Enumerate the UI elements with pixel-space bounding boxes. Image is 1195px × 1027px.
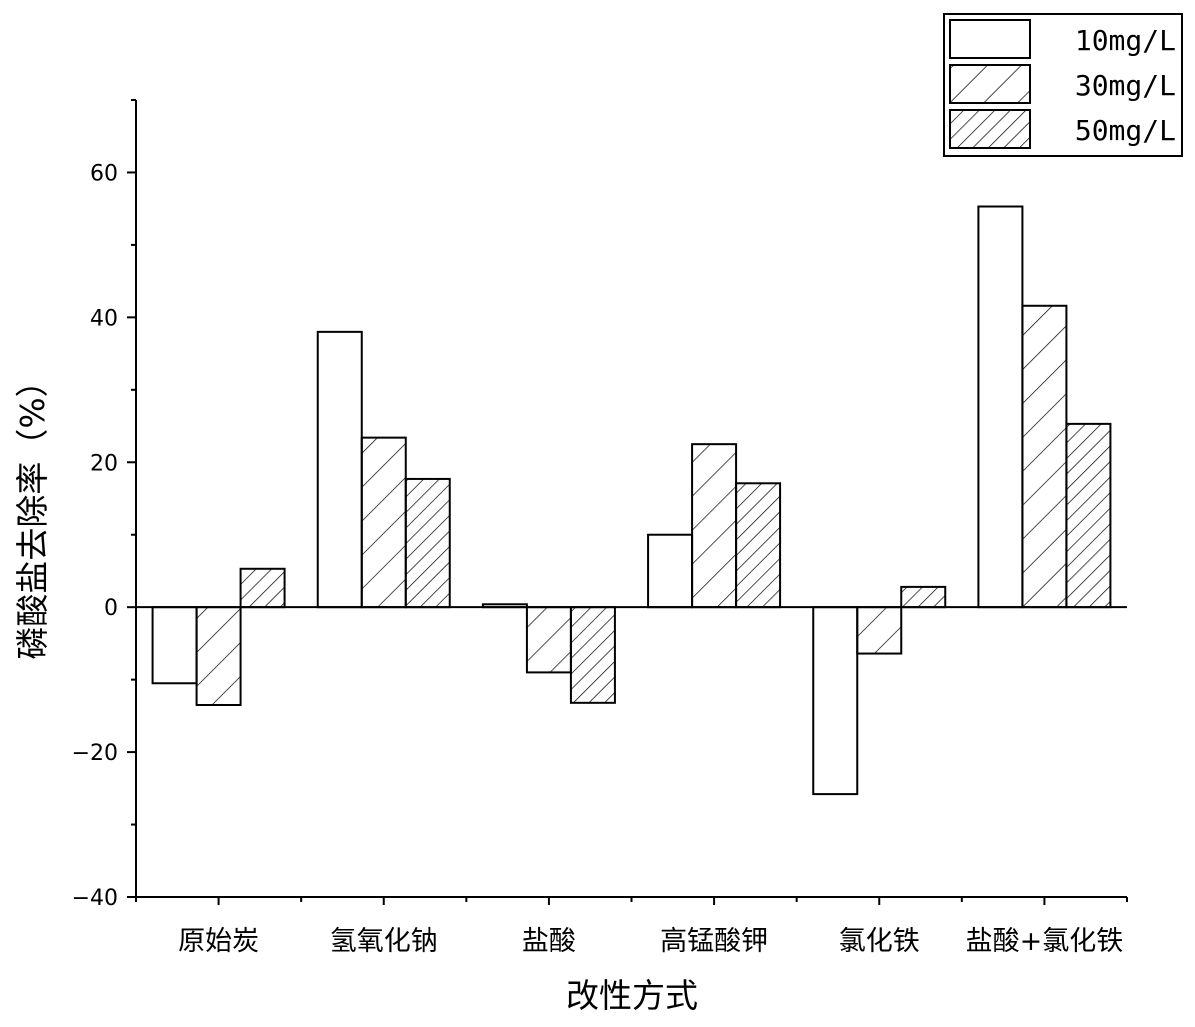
bar-6-series-2 xyxy=(1021,304,1068,609)
x-tick-label: 高锰酸钾 xyxy=(660,926,768,957)
bars-layer xyxy=(151,205,1112,796)
axes-layer: 原始炭 氢氧化钠 盐酸 高锰酸钾 氯化铁 盐酸+氯化铁 −40 −20 0 20 40 60 xyxy=(72,99,1128,957)
x-tick-label: 原始炭 xyxy=(178,926,259,957)
bar-4-series-1 xyxy=(647,533,694,609)
legend-swatch-2 xyxy=(949,64,1031,104)
bar-3-series-3 xyxy=(569,606,616,704)
legend-swatch-1 xyxy=(949,19,1031,59)
x-tick-label: 氯化铁 xyxy=(839,926,920,957)
bar-1-series-3 xyxy=(239,567,286,609)
bar-5-series-1 xyxy=(812,606,859,796)
bar-6-series-3 xyxy=(1065,422,1112,609)
x-tick-label: 氢氧化钠 xyxy=(330,926,438,957)
bar-4-series-2 xyxy=(691,443,738,609)
bar-4-series-3 xyxy=(735,482,782,609)
bar-5-series-2 xyxy=(856,606,903,655)
bar-2-series-2 xyxy=(360,436,407,609)
bar-2-series-3 xyxy=(404,477,451,609)
y-tick-label: 20 xyxy=(90,451,118,476)
bar-1-series-1 xyxy=(151,606,198,685)
y-tick-label: −20 xyxy=(72,741,118,766)
x-axis-title: 改性方式 xyxy=(566,976,698,1015)
bar-5-series-3 xyxy=(900,585,947,609)
y-tick-label: 40 xyxy=(90,306,118,331)
legend-label-2: 30mg/L xyxy=(1075,69,1176,102)
legend-label-3: 50mg/L xyxy=(1075,114,1176,147)
bar-3-series-2 xyxy=(525,606,572,674)
y-tick-label: 60 xyxy=(90,161,118,186)
x-tick-label: 盐酸+氯化铁 xyxy=(966,926,1124,957)
legend: 10mg/L 30mg/L 50mg/L xyxy=(943,13,1183,157)
x-tick-label: 盐酸 xyxy=(522,926,576,957)
bar-2-series-1 xyxy=(316,330,363,609)
y-tick-label: −40 xyxy=(72,886,118,911)
y-tick-label: 0 xyxy=(104,596,118,621)
y-axis-title: 磷酸盐去除率（%） xyxy=(13,364,52,659)
legend-label-1: 10mg/L xyxy=(1075,24,1176,57)
legend-swatch-3 xyxy=(949,109,1031,149)
bar-1-series-2 xyxy=(195,606,242,706)
bar-6-series-1 xyxy=(977,205,1024,609)
